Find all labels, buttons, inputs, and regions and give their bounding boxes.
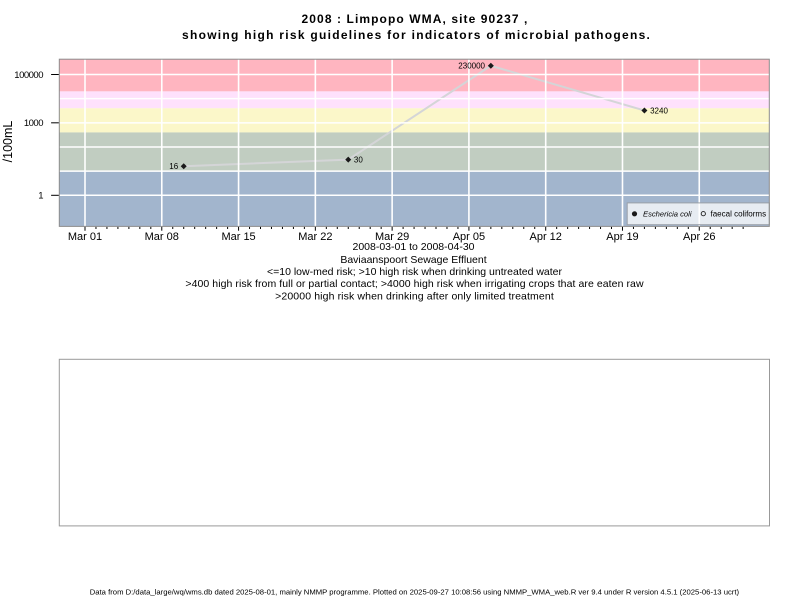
svg-text:Baviaanspoort Sewage Effluent: Baviaanspoort Sewage Effluent: [340, 254, 486, 266]
svg-text:Data from D:/data_large/wq/wms: Data from D:/data_large/wq/wms.db dated …: [90, 587, 740, 596]
svg-text:Eschericia coli: Eschericia coli: [643, 210, 692, 219]
svg-text:>400 high risk from full or pa: >400 high risk from full or partial cont…: [185, 278, 644, 290]
svg-text:30: 30: [354, 156, 363, 165]
svg-text:/100mL: /100mL: [1, 121, 15, 163]
svg-text:100000: 100000: [14, 70, 43, 81]
svg-text:2008-03-01 to 2008-04-30: 2008-03-01 to 2008-04-30: [352, 241, 474, 253]
svg-text:Mar 08: Mar 08: [145, 231, 179, 243]
svg-text:1: 1: [38, 191, 43, 202]
svg-text:Mar 22: Mar 22: [298, 231, 332, 243]
svg-text:Apr 12: Apr 12: [529, 231, 561, 243]
svg-text:16: 16: [169, 162, 178, 171]
svg-text:Apr 05: Apr 05: [453, 231, 485, 243]
svg-text:3240: 3240: [650, 106, 668, 115]
svg-text:Mar 15: Mar 15: [221, 231, 255, 243]
svg-text:Mar 01: Mar 01: [68, 231, 102, 243]
svg-text:1000: 1000: [24, 118, 43, 129]
svg-text:showing high risk guidelines f: showing high risk guidelines for indicat…: [182, 28, 651, 42]
svg-text:2008 : Limpopo WMA, site 90237: 2008 : Limpopo WMA, site 90237 ,: [302, 12, 529, 26]
svg-text:<=10 low-med risk; >10 high ri: <=10 low-med risk; >10 high risk when dr…: [267, 266, 563, 278]
svg-text:faecal coliforms: faecal coliforms: [711, 210, 767, 219]
svg-text:>20000 high risk when drinking: >20000 high risk when drinking after onl…: [275, 290, 554, 302]
svg-text:230000: 230000: [458, 62, 485, 71]
svg-text:Apr 19: Apr 19: [606, 231, 638, 243]
svg-text:Apr 26: Apr 26: [683, 231, 715, 243]
svg-text:Mar 29: Mar 29: [375, 231, 409, 243]
